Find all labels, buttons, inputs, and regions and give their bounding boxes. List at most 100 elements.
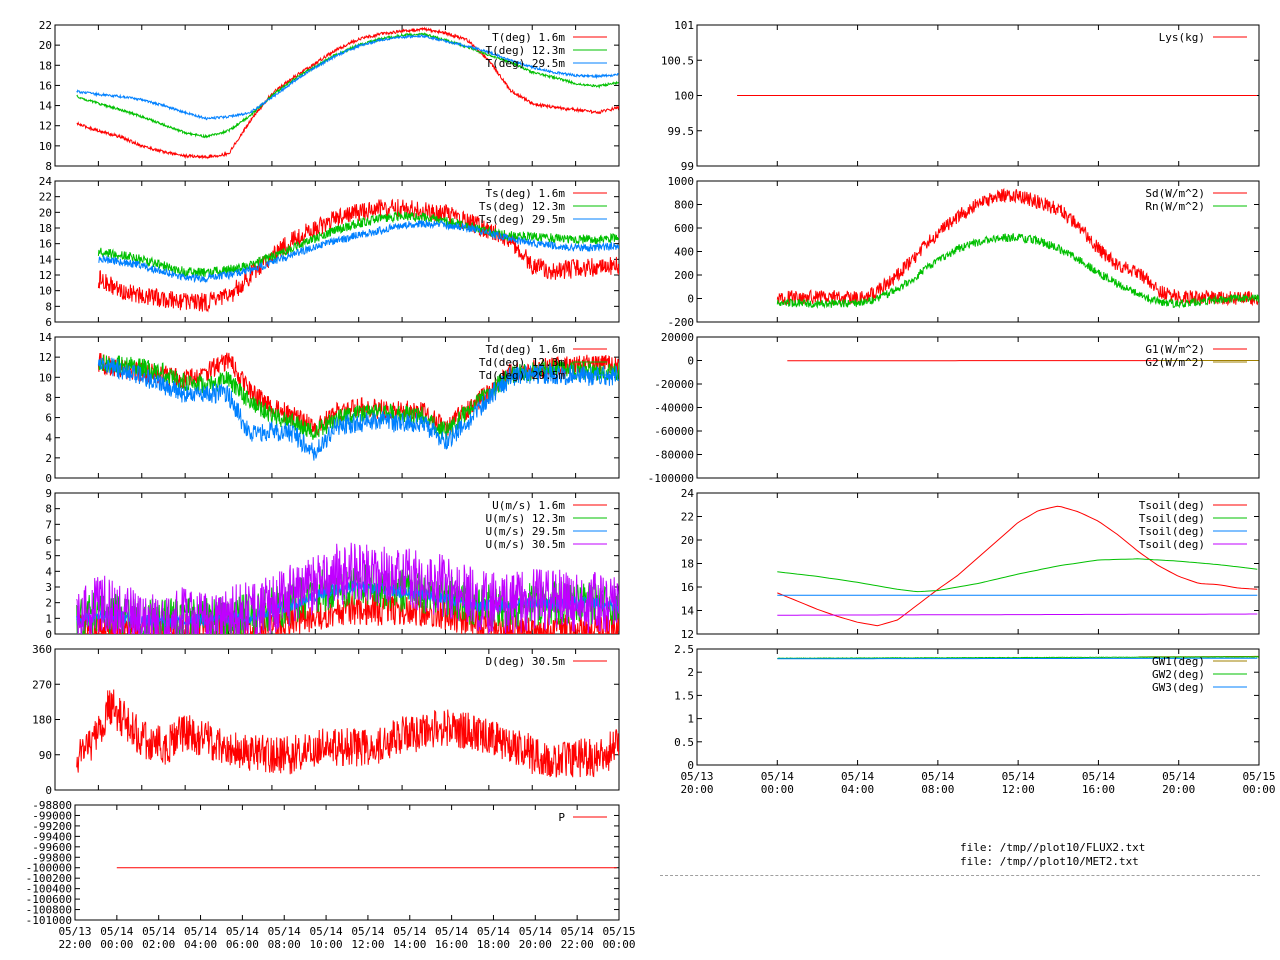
y-tick-label: 20 [39, 206, 52, 219]
x-tick-label: 16:00 [1082, 783, 1115, 796]
legend-label: Rn(W/m^2) [1145, 200, 1205, 213]
y-tick-label: 14 [39, 253, 53, 266]
y-tick-label: 12 [39, 120, 52, 133]
x-tick-label: 00:00 [1242, 783, 1275, 796]
y-tick-label: -99600 [32, 841, 72, 854]
legend-label: GW2(deg) [1152, 668, 1205, 681]
y-tick-label: 100.5 [661, 54, 694, 67]
x-tick-label: 00:00 [100, 938, 133, 951]
x-tick-label: 20:00 [680, 783, 713, 796]
y-tick-label: 4 [45, 432, 52, 445]
y-tick-label: 24 [39, 175, 53, 188]
x-tick-label: 12:00 [1002, 783, 1035, 796]
x-tick-label: 22:00 [58, 938, 91, 951]
y-tick-label: -99000 [32, 809, 72, 822]
y-tick-label: -100400 [26, 883, 72, 896]
y-tick-label: -100800 [26, 904, 72, 917]
legend-label: T(deg) 29.5m [486, 57, 566, 70]
plot-frame [696, 648, 1260, 766]
x-tick-label: 02:00 [142, 938, 175, 951]
x-tick-label: 05/14 [351, 925, 384, 938]
series-line-tsoil-0 [777, 505, 1258, 627]
y-tick-label: 9 [45, 487, 52, 500]
y-tick-label: 4 [45, 565, 52, 578]
y-tick-label: 100 [674, 90, 694, 103]
x-tick-label: 05/14 [435, 925, 468, 938]
y-tick-label: -99200 [32, 820, 72, 833]
x-tick-label: 05/13 [58, 925, 91, 938]
legend-label: G1(W/m^2) [1145, 343, 1205, 356]
y-tick-label: 22 [39, 191, 52, 204]
y-tick-label: 20 [39, 39, 52, 52]
y-tick-label: 6 [45, 412, 52, 425]
y-tick-label: 1 [687, 713, 694, 726]
chart-radiation: -200 0 200 400 600 800 1000 Sd(W/m^2)Rn(W/m^2) [668, 175, 1260, 329]
legend-label: Tsoil(deg) [1139, 499, 1205, 512]
series-line-wind-3 [76, 542, 619, 634]
y-tick-label: 7 [45, 518, 52, 531]
x-tick-label: 14:00 [393, 938, 426, 951]
y-tick-label: 1000 [668, 175, 695, 188]
series-line-radiation-1 [776, 232, 1259, 309]
y-tick-label: 0 [45, 628, 52, 641]
x-tick-label: 05/14 [761, 770, 794, 783]
y-tick-label: 22 [681, 511, 694, 524]
y-tick-label: 0 [687, 759, 694, 772]
chart-gw: 00.511.522.505/1320:0005/1400:0005/1404:… [674, 643, 1275, 796]
separator-line [660, 875, 1260, 876]
x-tick-label: 05/14 [519, 925, 552, 938]
y-tick-label: 10 [39, 285, 52, 298]
x-tick-label: 20:00 [1162, 783, 1195, 796]
legend-label: Ts(deg) 1.6m [486, 187, 566, 200]
legend-label: T(deg) 12.3m [486, 44, 566, 57]
y-tick-label: 5 [45, 550, 52, 563]
legend-label: T(deg) 1.6m [492, 31, 565, 44]
x-tick-label: 05/14 [100, 925, 133, 938]
y-tick-label: 12 [39, 351, 52, 364]
y-tick-label: 18 [39, 59, 52, 72]
series-line-tsonic-1 [97, 210, 619, 278]
x-tick-label: 05/15 [1242, 770, 1275, 783]
x-tick-label: 05/14 [1002, 770, 1035, 783]
y-tick-label: 12 [681, 628, 694, 641]
y-tick-label: 16 [39, 79, 52, 92]
y-tick-label: 14 [39, 331, 53, 344]
plot-frame [54, 336, 620, 479]
legend-label: G2(W/m^2) [1145, 356, 1205, 369]
y-tick-label: 10 [39, 371, 52, 384]
y-tick-label: 1 [45, 612, 52, 625]
file-label-met: file: /tmp//plot10/MET2.txt [960, 855, 1139, 868]
x-tick-label: 05/14 [1162, 770, 1195, 783]
legend-label: GW1(deg) [1152, 655, 1205, 668]
chart-tsoil: 12141618202224Tsoil(deg)Tsoil(deg)Tsoil(… [681, 487, 1260, 641]
y-tick-label: -100000 [648, 472, 694, 485]
legend-label: Td(deg) 1.6m [486, 343, 566, 356]
y-tick-label: 99 [681, 160, 694, 173]
x-tick-label: 05/14 [393, 925, 426, 938]
y-tick-label: -101000 [26, 914, 72, 927]
x-tick-label: 18:00 [477, 938, 510, 951]
series-line-tsoil-3 [777, 613, 1258, 616]
x-tick-label: 20:00 [519, 938, 552, 951]
legend-label: P [558, 811, 565, 824]
series-line-tsonic-0 [97, 198, 619, 313]
series-line-tsoil-1 [777, 558, 1258, 593]
legend-label: Tsoil(deg) [1139, 512, 1205, 525]
legend-label: Td(deg) 12.3m [479, 356, 565, 369]
x-tick-label: 16:00 [435, 938, 468, 951]
series-line-radiation-0 [776, 187, 1259, 307]
y-tick-label: -80000 [654, 449, 694, 462]
y-tick-label: -100600 [26, 893, 72, 906]
x-tick-label: 08:00 [268, 938, 301, 951]
x-tick-label: 05/14 [841, 770, 874, 783]
legend-label: Td(deg) 29.5m [479, 369, 565, 382]
y-tick-label: 8 [45, 160, 52, 173]
y-tick-label: -60000 [654, 425, 694, 438]
y-tick-label: 14 [681, 605, 695, 618]
y-tick-label: 0 [687, 293, 694, 306]
y-tick-label: 6 [45, 534, 52, 547]
